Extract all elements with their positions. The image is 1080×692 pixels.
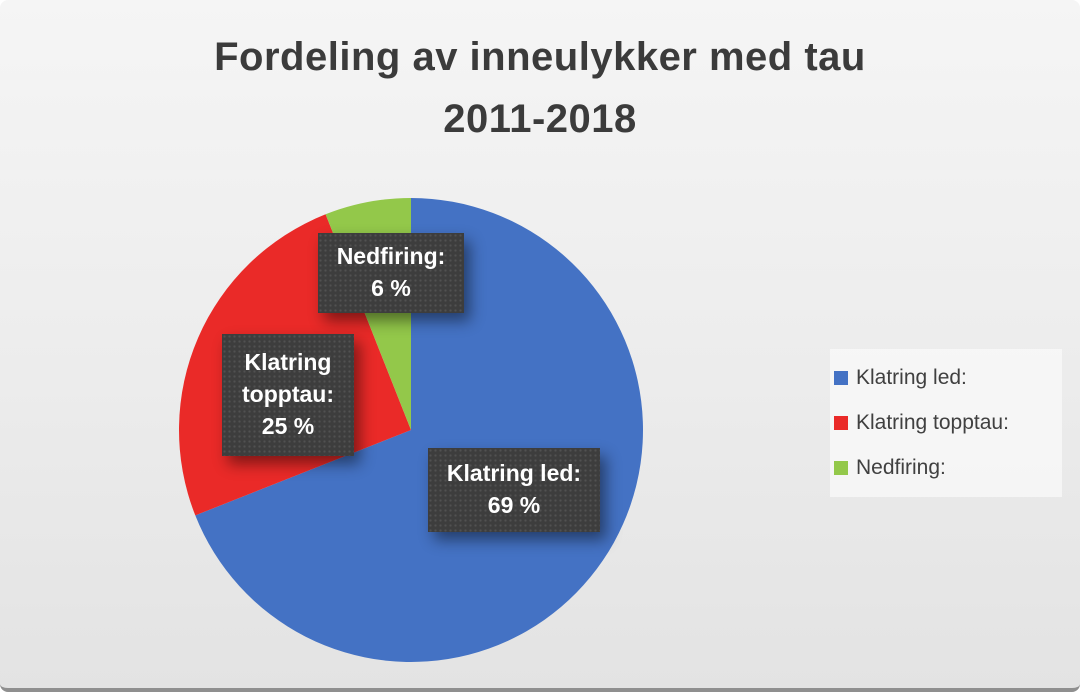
legend-item-nedfiring: Nedfiring:: [834, 456, 1058, 480]
legend-swatch: [834, 370, 848, 385]
chart-title-line2: 2011-2018: [443, 97, 637, 141]
chart-title-line1: Fordeling av inneulykker med tau: [214, 35, 866, 79]
chart-title: Fordeling av inneulykker med tau 2011-20…: [0, 26, 1080, 150]
legend-item-klatring-led: Klatring led:: [834, 366, 1058, 390]
data-label-led-name: Klatring led:: [446, 460, 582, 487]
legend-label: Klatring led:: [856, 365, 967, 389]
legend-item-klatring-topptau: Klatring topptau:: [834, 411, 1058, 435]
legend-label: Klatring topptau:: [856, 410, 1009, 434]
data-label-topptau-name: Klatring topptau:: [242, 349, 334, 408]
data-label-nedfiring-name: Nedfiring:: [336, 243, 446, 270]
data-label-nedfiring: Nedfiring: 6 %: [318, 233, 464, 313]
data-label-topptau: Klatring topptau: 25 %: [222, 334, 354, 456]
data-label-led: Klatring led: 69 %: [428, 448, 600, 532]
pie-slice-1: [195, 198, 644, 662]
data-label-nedfiring-value: 6 %: [371, 275, 411, 301]
legend: Klatring led: Klatring topptau: Nedfirin…: [830, 349, 1062, 497]
legend-swatch: [834, 415, 848, 430]
legend-swatch: [834, 461, 848, 476]
legend-label: Nedfiring:: [856, 456, 946, 480]
data-label-topptau-value: 25 %: [261, 412, 315, 439]
data-label-led-value: 69 %: [487, 492, 541, 518]
